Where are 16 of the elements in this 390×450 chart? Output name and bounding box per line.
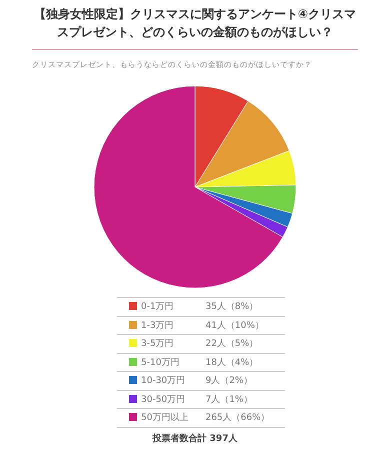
legend-label: 1-3万円 <box>117 316 206 334</box>
legend-label: 5-10万円 <box>117 353 206 372</box>
legend-label: 0-1万円 <box>117 298 206 316</box>
legend-label: 10-30万円 <box>117 372 206 390</box>
data-label: 7人（1%） <box>205 390 285 408</box>
data-label: 9人（2%） <box>205 372 285 390</box>
data-label: 265人（66%） <box>205 408 285 427</box>
data-label: 18人（4%） <box>205 353 285 372</box>
text: 投票者数合計 397人 <box>151 432 238 445</box>
chart-title: 【独身女性限定】クリスマスに関するアンケート④クリスマスプレゼント、どのくらいの金額のものがほしい？ <box>32 6 358 41</box>
legend-label: 50万円以上 <box>117 408 206 427</box>
data-label: 35人（8%） <box>205 298 285 316</box>
legend-label: 30-50万円 <box>117 390 206 408</box>
data-label: 22人（5%） <box>205 334 285 353</box>
data-label: 41人（10%） <box>205 316 285 334</box>
legend-label: 3-5万円 <box>117 334 206 353</box>
